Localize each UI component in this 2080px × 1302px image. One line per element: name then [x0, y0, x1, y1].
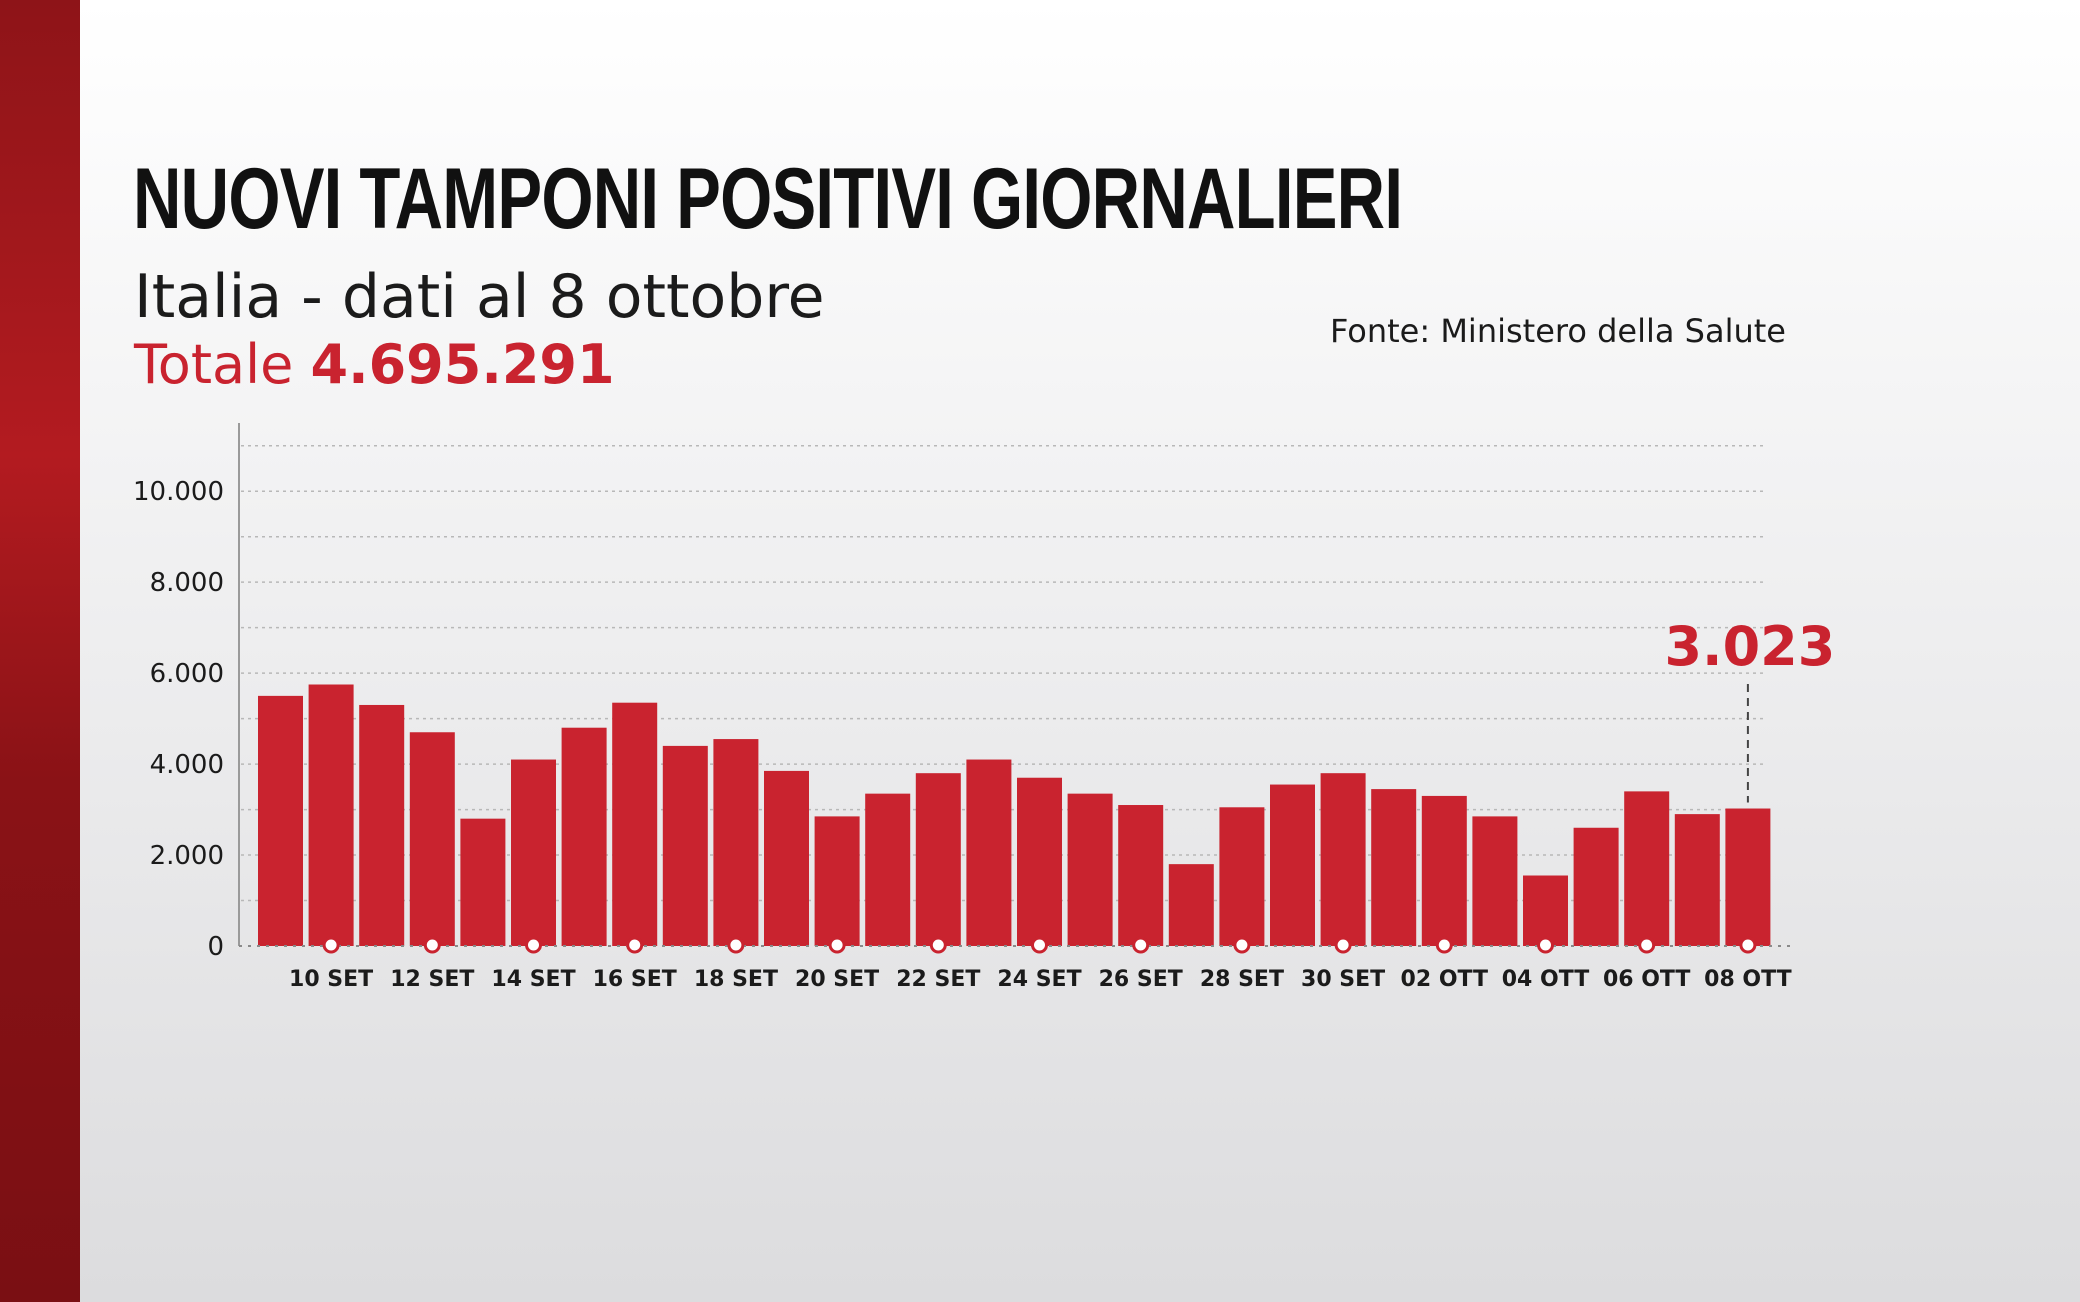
- x-tick-label: 20 SET: [795, 967, 879, 992]
- bar: [409, 732, 455, 946]
- bar: [1118, 805, 1164, 946]
- y-tick-label: 2.000: [150, 841, 224, 871]
- bar: [1674, 814, 1720, 946]
- x-tick-marker: [929, 936, 947, 954]
- x-tick-marker: [525, 936, 542, 954]
- source-note: Fonte: Ministero della Salute: [1330, 312, 1786, 350]
- x-tick-label: 22 SET: [896, 967, 980, 992]
- y-tick-label: 10.000: [133, 477, 224, 507]
- y-tick-label: 4.000: [150, 750, 224, 780]
- bar: [1725, 808, 1771, 946]
- bar: [713, 739, 759, 946]
- last-value-annotation: 3.023: [1664, 615, 1835, 803]
- x-tick-label: 14 SET: [491, 967, 575, 992]
- last-value-label: 3.023: [1664, 615, 1835, 678]
- x-tick-label: 28 SET: [1200, 967, 1284, 992]
- y-tick-label: 0: [207, 932, 224, 962]
- bar: [511, 759, 556, 946]
- x-tick-label: 24 SET: [997, 967, 1081, 992]
- bar: [1219, 807, 1265, 946]
- bar: [1421, 795, 1467, 946]
- x-tick-marker: [626, 936, 644, 954]
- x-tick-marker: [423, 936, 441, 954]
- x-tick-marker: [727, 936, 745, 954]
- x-tick-marker: [322, 936, 340, 954]
- x-tick-marker: [1739, 936, 1757, 954]
- bar: [1320, 773, 1366, 946]
- chart-title: NUOVI TAMPONI POSITIVI GIORNALIERI: [133, 151, 1403, 247]
- x-tick-marker: [1537, 936, 1554, 954]
- bar: [359, 704, 405, 946]
- x-tick-labels: 10 SET 12 SET 14 SET 16 SET 18 SET 20 SET 22 S…: [289, 967, 1792, 992]
- x-tick-markers: [322, 936, 1757, 954]
- total-line: Totale 4.695.291: [134, 333, 615, 396]
- bar: [460, 818, 506, 946]
- x-tick-marker: [828, 936, 846, 954]
- bar: [561, 727, 607, 946]
- x-tick-marker: [1132, 936, 1150, 954]
- x-tick-label: 10 SET: [289, 967, 373, 992]
- bars: [258, 684, 1771, 946]
- side-bar: [0, 0, 80, 1302]
- x-tick-marker: [1334, 936, 1352, 954]
- bar: [764, 770, 809, 946]
- x-tick-marker: [1233, 936, 1251, 954]
- bar: [662, 745, 708, 946]
- bar: [1624, 791, 1670, 946]
- bar: [814, 816, 860, 946]
- bar: [966, 759, 1012, 946]
- bar: [1067, 793, 1113, 946]
- bar: [1472, 816, 1518, 946]
- x-tick-label: 18 SET: [694, 967, 778, 992]
- y-tick-labels: 0 2.000 4.000 6.000 8.000 10.000: [133, 477, 224, 962]
- x-tick-label: 06 OTT: [1603, 967, 1691, 992]
- x-tick-label: 30 SET: [1301, 967, 1385, 992]
- x-tick-label: 08 OTT: [1704, 967, 1792, 992]
- bar: [1017, 777, 1062, 946]
- bar: [1523, 875, 1568, 946]
- total-label: Totale: [134, 333, 294, 396]
- total-value: 4.695.291: [310, 333, 615, 396]
- bar: [1573, 827, 1619, 946]
- chart-subtitle: Italia - dati al 8 ottobre: [134, 262, 825, 332]
- x-tick-marker: [1031, 936, 1048, 954]
- bar: [1270, 784, 1315, 946]
- bar: [308, 684, 354, 946]
- bar: [612, 702, 658, 946]
- bar: [865, 793, 911, 946]
- x-tick-label: 16 SET: [593, 967, 677, 992]
- bar: [1168, 864, 1214, 946]
- y-tick-label: 8.000: [150, 568, 224, 598]
- y-tick-label: 6.000: [150, 659, 224, 689]
- bar: [258, 695, 303, 946]
- x-tick-label: 12 SET: [390, 967, 474, 992]
- x-tick-label: 26 SET: [1099, 967, 1183, 992]
- bar: [1371, 789, 1417, 946]
- x-tick-marker: [1638, 936, 1656, 954]
- bar: [915, 773, 961, 946]
- x-tick-label: 04 OTT: [1502, 967, 1590, 992]
- x-tick-marker: [1435, 936, 1453, 954]
- x-tick-label: 02 OTT: [1401, 967, 1489, 992]
